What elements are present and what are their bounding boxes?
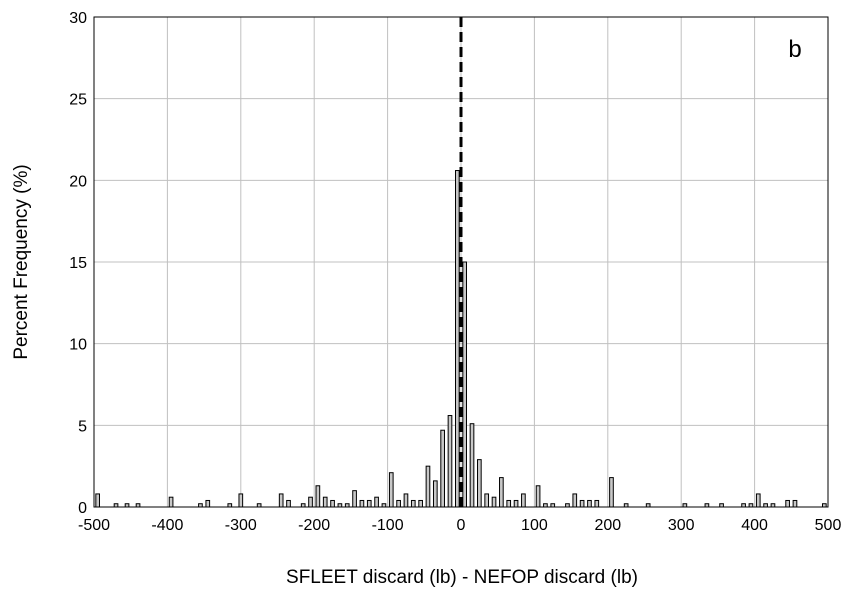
histogram-bar (315, 485, 321, 508)
histogram-bar (785, 499, 790, 508)
histogram-bar (477, 459, 482, 508)
y-tick-label: 10 (69, 337, 87, 354)
histogram-bar (374, 496, 379, 508)
histogram-bar (278, 493, 284, 508)
histogram-bar (410, 499, 416, 508)
histogram-bar (792, 499, 798, 508)
histogram-bar (469, 423, 475, 508)
x-tick-label: 400 (741, 517, 768, 534)
x-tick-label: 200 (594, 517, 621, 534)
histogram-bar (535, 485, 541, 508)
x-tick-label: 100 (521, 517, 548, 534)
histogram-bar (168, 496, 174, 508)
x-tick-label: -200 (298, 517, 330, 534)
histogram-bar (322, 496, 328, 508)
y-tick-label: 20 (69, 173, 87, 190)
y-tick-label: 25 (69, 92, 87, 109)
panel-label: b (788, 36, 801, 63)
histogram-bar (396, 499, 401, 508)
x-tick-labels: -500 -400 -300 -200 -100 0 100 200 300 400 500 (78, 517, 841, 534)
histogram-bar (425, 465, 431, 508)
histogram-bar (499, 477, 504, 508)
histogram-bar (330, 499, 335, 508)
histogram-bar (205, 499, 211, 508)
histogram-bar (447, 415, 453, 508)
x-tick-label: -300 (225, 517, 257, 534)
x-tick-label: 500 (815, 517, 842, 534)
x-tick-label: -400 (151, 517, 183, 534)
histogram-bar (521, 493, 526, 508)
histogram-bar (506, 499, 512, 508)
x-axis-title: SFLEET discard (lb) - NEFOP discard (lb) (286, 567, 638, 588)
histogram-bar (238, 493, 244, 508)
histogram-bar (484, 493, 490, 508)
y-tick-label: 0 (78, 500, 87, 517)
histogram-bar (432, 480, 438, 508)
x-tick-label: 0 (457, 517, 466, 534)
histogram-bar (455, 170, 460, 508)
histogram-bar (95, 493, 101, 508)
histogram-bar (594, 499, 600, 508)
histogram-bar (579, 499, 585, 508)
histogram-bar (352, 490, 357, 508)
histogram-bar (587, 499, 592, 508)
histogram-bar (286, 499, 291, 508)
histogram-bar (513, 499, 519, 508)
histogram-bar (609, 477, 614, 508)
histogram-bar (440, 429, 445, 508)
y-axis-title: Percent Frequency (%) (11, 164, 32, 359)
histogram-bar (403, 493, 409, 508)
histogram-bar (388, 472, 394, 508)
x-tick-label: -500 (78, 517, 110, 534)
x-tick-label: -100 (372, 517, 404, 534)
histogram-bar (491, 496, 497, 508)
y-tick-labels: 0 5 10 15 20 25 30 (69, 10, 87, 517)
histogram-bar (366, 499, 372, 508)
y-tick-label: 15 (69, 255, 87, 272)
histogram-bar (308, 496, 313, 508)
y-tick-label: 5 (78, 418, 87, 435)
plot-area-frame (93, 16, 829, 508)
histogram-bar (359, 499, 365, 508)
x-tick-label: 300 (668, 517, 695, 534)
histogram-bar (418, 499, 423, 508)
histogram-bar (462, 261, 467, 508)
y-tick-label: 30 (69, 10, 87, 27)
histogram-bar (755, 493, 761, 508)
histogram-bar (572, 493, 578, 508)
